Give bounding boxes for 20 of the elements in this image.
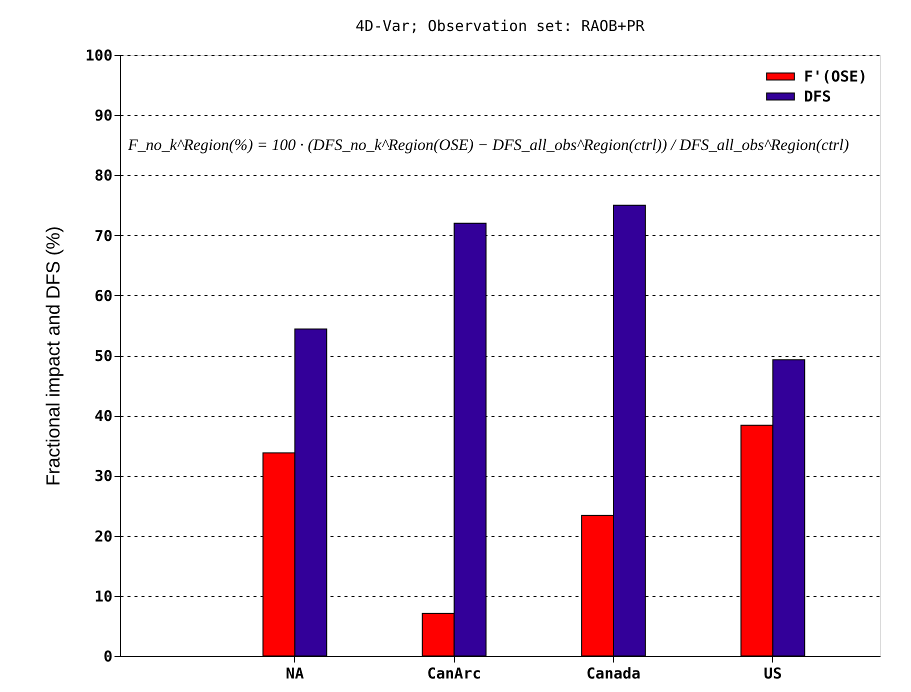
y-tick-label: 40: [94, 407, 112, 426]
y-tick-label: 10: [94, 587, 112, 606]
y-tick-label: 80: [94, 166, 112, 185]
x-tick-label: Canada: [586, 664, 641, 682]
x-tick-label: CanArc: [427, 664, 482, 682]
y-axis-title: Fractional impact and DFS (%): [43, 226, 64, 486]
annotation: F_no_k^Region(%) = 100 · (DFS_no_k^Region(OSE) − DFS_all_obs^Region(ctrl)) / DFS_all_obs^Region(ctrl): [127, 137, 849, 154]
chart-title: 4D-Var; Observation set: RAOB+PR: [356, 17, 646, 35]
y-tick-label: 70: [94, 226, 112, 245]
legend-label: F'(OSE): [804, 68, 868, 86]
y-tick-label: 0: [103, 648, 112, 666]
y-tick-label: 90: [94, 106, 112, 125]
y-tick-label: 20: [94, 527, 112, 546]
x-tick-label: NA: [286, 664, 304, 682]
y-tick-label: 50: [94, 347, 112, 365]
legend-label: DFS: [804, 88, 832, 106]
y-tick-label: 60: [94, 286, 112, 305]
x-tick-label: US: [764, 664, 782, 682]
y-tick-label: 100: [85, 46, 112, 64]
y-tick-label: 30: [94, 467, 112, 486]
